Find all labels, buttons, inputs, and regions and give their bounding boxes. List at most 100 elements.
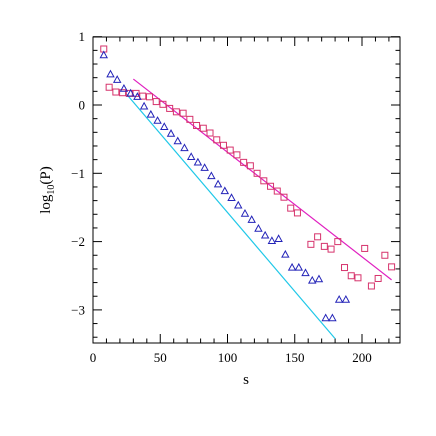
square-marker <box>327 245 335 253</box>
y-tick-label: −2 <box>71 234 85 249</box>
triangle-marker <box>307 275 317 284</box>
x-tick-label: 50 <box>154 350 167 365</box>
square-marker <box>179 109 187 117</box>
triangle-marker <box>146 109 156 118</box>
triangle-marker <box>294 262 304 271</box>
triangle-marker <box>341 295 351 303</box>
square-marker <box>112 88 120 96</box>
square-marker <box>186 115 194 123</box>
triangle-marker <box>281 249 290 258</box>
x-tick-label: 0 <box>90 350 97 365</box>
triangle-marker <box>260 230 270 239</box>
square-marker <box>226 146 234 154</box>
y-axis-label-rest: (P) <box>38 166 54 184</box>
y-tick-label: −1 <box>71 166 85 181</box>
square-marker <box>287 204 295 212</box>
axis-ticks <box>92 36 400 343</box>
x-tick-label: 200 <box>352 350 372 365</box>
square-marker <box>105 83 113 91</box>
triangle-marker <box>301 268 310 277</box>
triangle-marker <box>287 262 297 271</box>
triangle-marker <box>126 88 135 97</box>
square-marker <box>354 274 362 282</box>
triangle-marker <box>166 129 176 137</box>
square-marker <box>206 129 214 137</box>
triangle-marker <box>99 50 109 59</box>
data-markers <box>99 45 396 322</box>
y-tick-label: 0 <box>79 98 86 113</box>
triangle-marker <box>274 234 283 242</box>
square-marker <box>246 162 254 170</box>
triangle-marker <box>240 208 250 217</box>
square-marker <box>193 121 201 129</box>
x-tick-label: 150 <box>285 350 305 365</box>
x-tick-labels: 0 50 100 150 200 <box>90 350 372 365</box>
y-tick-labels: 1 0 −1 −2 −3 <box>71 29 85 317</box>
triangle-marker <box>227 193 236 201</box>
square-marker <box>145 93 153 101</box>
triangle-marker <box>220 186 230 195</box>
square-marker <box>152 98 160 106</box>
triangle-marker <box>119 83 129 92</box>
triangle-marker <box>321 313 330 322</box>
square-marker <box>361 244 369 252</box>
square-marker <box>367 282 375 290</box>
y-tick-label: −3 <box>71 302 85 317</box>
y-tick-label: 1 <box>79 29 86 44</box>
square-marker <box>341 264 349 272</box>
square-marker <box>119 89 127 97</box>
square-marker <box>233 151 241 159</box>
triangle-marker <box>133 92 142 100</box>
square-marker <box>280 193 288 201</box>
square-marker <box>320 242 328 250</box>
triangle-marker <box>106 69 115 78</box>
square-marker <box>213 136 221 144</box>
fit-lines <box>124 78 392 339</box>
triangle-marker <box>180 143 189 152</box>
triangle-marker <box>112 75 122 83</box>
x-axis-label: s <box>243 372 249 388</box>
square-marker <box>334 238 342 246</box>
triangle-marker <box>234 200 243 209</box>
triangle-marker <box>153 116 162 124</box>
square-marker <box>347 272 355 280</box>
triangle-marker <box>254 223 263 232</box>
triangle-marker <box>207 171 216 180</box>
square-marker <box>267 182 275 190</box>
triangle-marker <box>267 236 277 245</box>
square-marker <box>240 158 248 166</box>
triangle-marker <box>314 274 324 283</box>
triangle-marker <box>160 122 169 130</box>
fit-line <box>124 92 336 339</box>
triangle-marker <box>186 152 196 161</box>
square-marker <box>219 141 227 149</box>
triangle-marker <box>193 157 203 166</box>
square-marker <box>253 169 261 177</box>
triangle-marker <box>213 179 223 188</box>
triangle-marker <box>173 136 182 145</box>
square-marker <box>139 92 147 100</box>
x-tick-label: 100 <box>218 350 238 365</box>
triangle-marker <box>200 163 209 171</box>
square-marker <box>260 177 268 185</box>
square-marker <box>388 263 396 271</box>
square-marker <box>199 124 207 132</box>
square-marker <box>293 209 301 217</box>
triangle-marker <box>334 295 344 303</box>
triangle-marker <box>328 313 337 322</box>
y-axis-label-main: log <box>38 194 54 214</box>
triangle-marker <box>247 215 256 223</box>
square-marker <box>314 233 322 241</box>
square-marker <box>381 251 389 259</box>
square-marker <box>159 100 167 108</box>
square-marker <box>307 240 315 248</box>
plot-frame <box>92 36 401 344</box>
square-marker <box>374 274 382 282</box>
fit-line <box>132 78 392 281</box>
triangle-marker <box>139 101 149 110</box>
square-marker <box>172 108 180 116</box>
y-axis-label: log10(P) <box>38 166 57 214</box>
square-marker <box>273 187 281 195</box>
square-marker <box>166 104 174 112</box>
